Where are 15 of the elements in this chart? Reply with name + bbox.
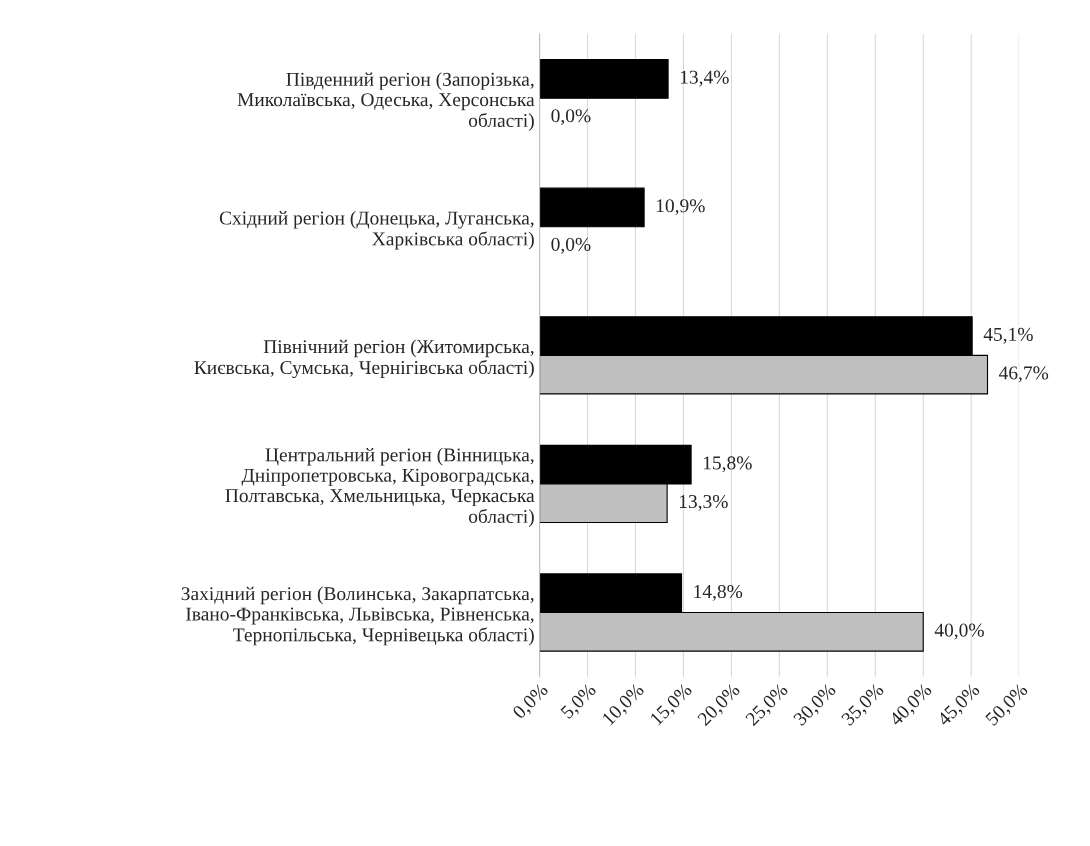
data-label: 14,8%	[694, 584, 743, 601]
data-label: 0,0%	[551, 237, 591, 254]
data-label: 40,0%	[934, 623, 984, 640]
y-tick-label: Центральний регіон (Вінницька, Дніпропетровська, Кіровоградська, Полтавська, Хмельницька, Черкаська області)	[225, 447, 535, 527]
data-label: 10,9%	[656, 199, 705, 216]
data-label: 13,4%	[680, 70, 729, 87]
data-label: 0,0%	[551, 109, 591, 126]
y-tick-label: Західний регіон (Волинська, Закарпатська, Івано-Франківська, Львівська, Рівненська, Тернопільська, Чернівецька області)	[181, 586, 534, 646]
data-label: 45,1%	[983, 327, 1033, 344]
y-tick-label: Південний регіон (Запорізька, Миколаївська, Одеська, Херсонська області)	[237, 72, 535, 131]
y-tick-label: Східний регіон (Донецька, Луганська, Харківська області)	[219, 210, 534, 250]
data-label: 15,8%	[703, 456, 752, 473]
data-label: 46,7%	[998, 366, 1049, 383]
y-tick-label: Північний регіон (Житомирська, Києвська, Сумська, Чернігівська області)	[194, 339, 534, 379]
data-label: 13,3%	[679, 494, 728, 511]
